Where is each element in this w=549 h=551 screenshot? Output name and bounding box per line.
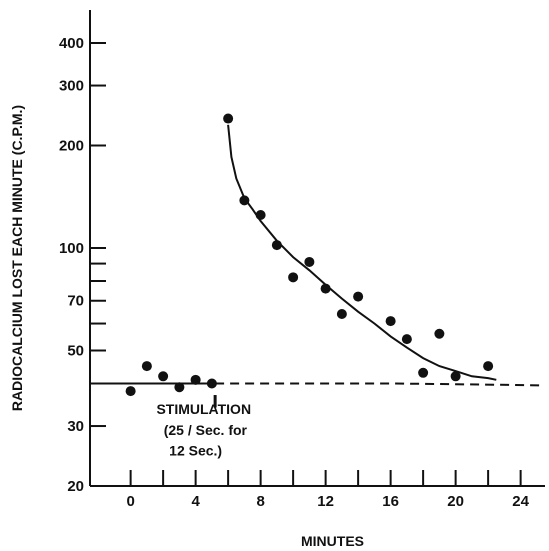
data-point xyxy=(336,308,347,319)
data-point xyxy=(206,378,217,389)
x-tick-label: 20 xyxy=(447,493,464,510)
data-point xyxy=(353,291,364,302)
data-point xyxy=(434,328,445,339)
data-point xyxy=(190,374,201,385)
data-point xyxy=(385,316,396,327)
y-tick-label: 30 xyxy=(67,418,84,435)
data-point xyxy=(174,382,185,393)
data-point xyxy=(239,195,250,206)
data-point xyxy=(271,240,282,251)
data-point xyxy=(125,386,136,397)
fit-lines xyxy=(90,124,546,408)
x-tick-label: 16 xyxy=(382,493,399,510)
baseline-dashed-line xyxy=(215,382,546,387)
y-tick-label: 50 xyxy=(67,343,84,360)
data-point xyxy=(158,371,169,382)
y-tick-label: 70 xyxy=(67,293,84,310)
y-tick-label: 300 xyxy=(59,78,84,95)
y-axis-title: RADIOCALCIUM LOST EACH MINUTE (C.P.M.) xyxy=(9,105,25,411)
labels: STIMULATION (25 / Sec. for 12 Sec.) MINUTES… xyxy=(9,105,364,549)
ticks: 20 30 50 70 100 200 300 400 0 4 8 12 16 20 24 xyxy=(59,35,530,510)
decay-curve xyxy=(227,124,497,381)
x-tick-label: 8 xyxy=(256,493,264,510)
data-point xyxy=(304,256,315,267)
data-point xyxy=(141,361,152,372)
data-point xyxy=(255,210,266,221)
y-tick-label: 400 xyxy=(59,35,84,52)
data-point xyxy=(288,272,299,283)
data-point xyxy=(223,113,234,124)
y-tick-label: 200 xyxy=(59,137,84,154)
y-tick-label: 20 xyxy=(67,478,84,495)
x-tick-label: 0 xyxy=(126,493,134,510)
data-point xyxy=(450,371,461,382)
data-point xyxy=(418,367,429,378)
x-tick-label: 12 xyxy=(317,493,334,510)
data-point xyxy=(401,334,412,345)
annotation-3: 12 Sec.) xyxy=(169,442,222,458)
x-tick-label: 4 xyxy=(191,493,200,510)
y-tick-label: 100 xyxy=(59,240,84,257)
data-points xyxy=(125,113,494,397)
x-tick-label: 24 xyxy=(512,493,529,510)
annotation-1: STIMULATION xyxy=(156,401,251,417)
data-point xyxy=(483,361,494,372)
x-axis-title: MINUTES xyxy=(301,533,364,549)
data-point xyxy=(320,283,331,294)
annotation-2: (25 / Sec. for xyxy=(164,422,248,438)
